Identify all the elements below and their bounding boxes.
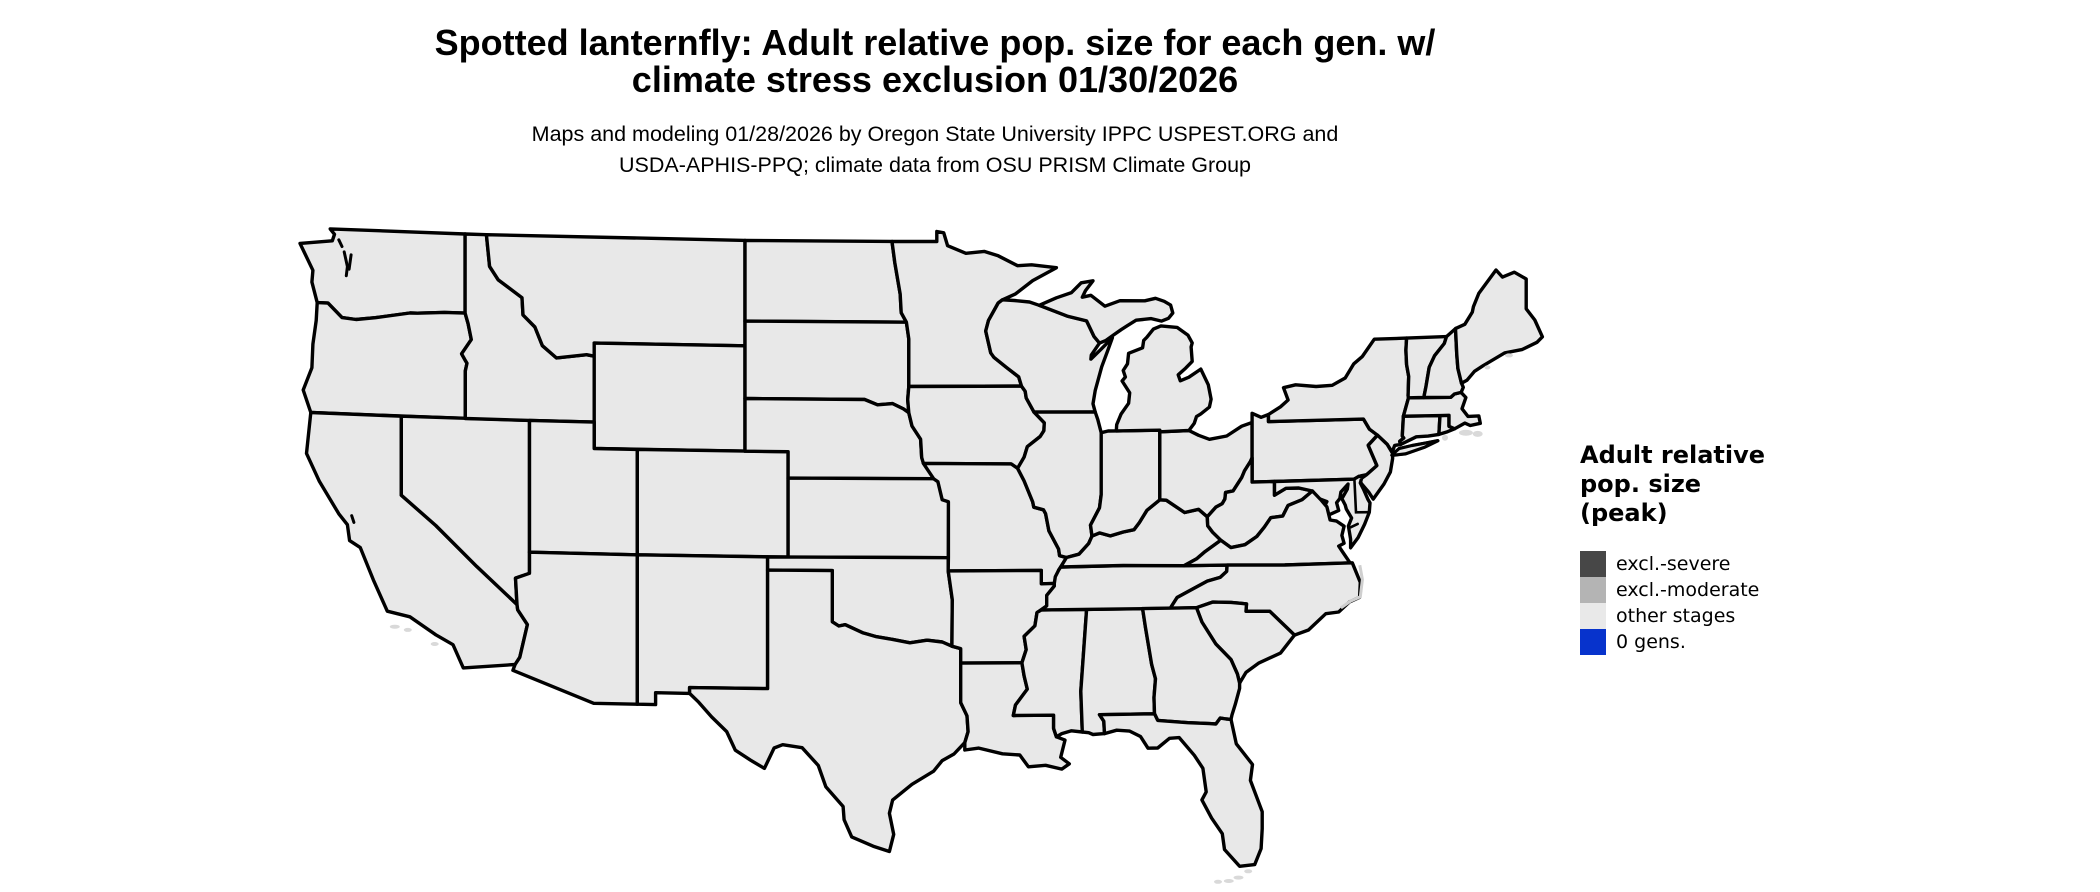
- state-shape: [743, 238, 909, 324]
- legend-item-excl-moderate: excl.-moderate: [1580, 577, 1880, 603]
- state-shape: [635, 447, 790, 559]
- state-shape: [1114, 324, 1213, 434]
- state-shape: [687, 568, 970, 854]
- subtitle-line-1: Maps and modeling 01/28/2026 by Oregon S…: [531, 122, 1339, 146]
- legend-item-0-gens: 0 gens.: [1580, 629, 1880, 655]
- island: [1505, 353, 1513, 358]
- state-shape: [1182, 489, 1352, 568]
- legend-swatch-excl-moderate: [1580, 577, 1606, 603]
- title-line-1: Spotted lanternfly: Adult relative pop. …: [434, 22, 1436, 63]
- long-island-shape: [1390, 439, 1440, 457]
- waterway-detail: [347, 253, 353, 271]
- legend-title: Adult relative pop. size (peak): [1580, 441, 1880, 528]
- legend-items: excl.-severe excl.-moderate other stages…: [1580, 551, 1880, 655]
- state-shape: [635, 553, 770, 707]
- legend-swatch-0-gens: [1580, 629, 1606, 655]
- island: [430, 642, 439, 646]
- legend-label: excl.-moderate: [1616, 579, 1760, 601]
- legend-label: 0 gens.: [1616, 631, 1686, 653]
- subtitle-line-2: USDA-APHIS-PPQ; climate data from OSU PR…: [618, 153, 1252, 177]
- map-legend: Adult relative pop. size (peak) excl.-se…: [1580, 441, 1880, 655]
- island: [1442, 434, 1448, 441]
- legend-item-other-stages: other stages: [1580, 603, 1880, 629]
- outer-banks-island: [1340, 564, 1364, 610]
- island: [403, 627, 412, 632]
- title-line-2: climate stress exclusion 01/30/2026: [631, 59, 1239, 100]
- state-shape: [1097, 712, 1264, 868]
- legend-swatch-excl-severe: [1580, 551, 1606, 577]
- map-subtitle: Maps and modeling 01/28/2026 by Oregon S…: [0, 119, 1870, 181]
- waterway-detail: [337, 238, 344, 248]
- legend-title-line-3: (peak): [1580, 499, 1668, 527]
- state-shape: [1037, 279, 1175, 345]
- legend-title-line-2: pop. size: [1580, 470, 1702, 498]
- island: [1233, 875, 1244, 880]
- legend-title-line-1: Adult relative: [1580, 441, 1766, 469]
- state-shape: [1250, 411, 1380, 484]
- state-shape: [786, 476, 951, 560]
- state-shape: [511, 550, 639, 706]
- state-shape: [301, 300, 473, 421]
- legend-label: other stages: [1616, 605, 1736, 627]
- legend-item-excl-severe: excl.-severe: [1580, 551, 1880, 577]
- island: [1214, 879, 1222, 884]
- state-shape: [592, 341, 747, 453]
- island: [1472, 430, 1483, 437]
- legend-label: excl.-severe: [1616, 553, 1731, 575]
- island: [1484, 365, 1491, 370]
- map-title: Spotted lanternfly: Adult relative pop. …: [0, 24, 1870, 98]
- state-shape: [1453, 268, 1545, 385]
- island: [1244, 869, 1253, 874]
- island: [389, 624, 400, 629]
- state-border-line: [1353, 477, 1371, 514]
- waterway-detail: [342, 250, 349, 278]
- island: [1458, 429, 1473, 436]
- island: [1223, 879, 1234, 883]
- waterway-detail: [350, 514, 356, 524]
- state-border-line: [1349, 522, 1359, 529]
- legend-swatch-other-stages: [1580, 603, 1606, 629]
